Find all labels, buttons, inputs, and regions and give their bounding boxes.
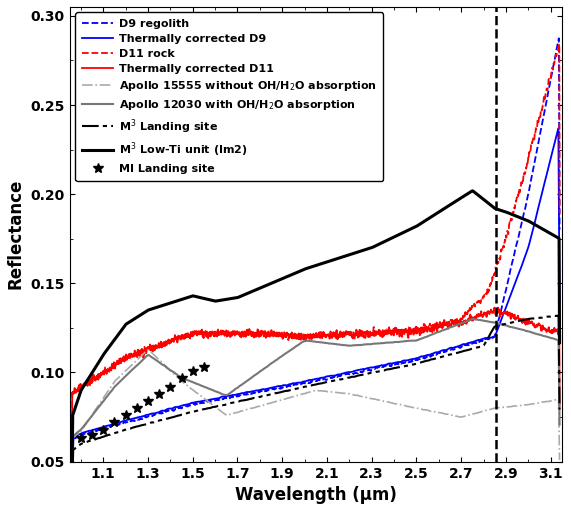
MI Landing site bbox=[134, 405, 140, 411]
Line: D11 rock: D11 rock bbox=[72, 44, 560, 446]
X-axis label: Wavelength (μm): Wavelength (μm) bbox=[235, 486, 397, 504]
MI Landing site bbox=[190, 367, 196, 374]
D9 regolith bbox=[305, 380, 312, 386]
D11 rock bbox=[452, 317, 459, 323]
D11 rock bbox=[556, 41, 563, 47]
D11 rock bbox=[556, 210, 563, 216]
Apollo 15555 without OH/H$_2$O absorption bbox=[556, 457, 563, 463]
D9 regolith bbox=[69, 493, 75, 499]
M$^3$ Landing site bbox=[94, 436, 100, 442]
Apollo 15555 without OH/H$_2$O absorption bbox=[145, 347, 152, 353]
Apollo 12030 with OH/H$_2$O absorption bbox=[542, 333, 549, 339]
MI Landing site bbox=[144, 398, 151, 404]
MI Landing site bbox=[111, 420, 118, 426]
Line: MI Landing site: MI Landing site bbox=[76, 362, 209, 444]
Apollo 12030 with OH/H$_2$O absorption bbox=[556, 422, 563, 428]
M$^3$ Landing site bbox=[69, 498, 75, 504]
D11 rock bbox=[69, 443, 75, 449]
D11 rock bbox=[305, 332, 312, 338]
M$^3$ Landing site bbox=[305, 383, 312, 389]
Thermally corrected D9 bbox=[305, 377, 312, 383]
Line: D9 regolith: D9 regolith bbox=[72, 38, 560, 496]
M$^3$ Low-Ti unit (Im2) bbox=[469, 188, 476, 194]
Thermally corrected D11 bbox=[305, 335, 312, 341]
M$^3$ Low-Ti unit (Im2) bbox=[293, 270, 300, 276]
Apollo 15555 without OH/H$_2$O absorption bbox=[293, 392, 300, 399]
Line: Apollo 12030 with OH/H$_2$O absorption: Apollo 12030 with OH/H$_2$O absorption bbox=[72, 319, 560, 494]
D11 rock bbox=[542, 95, 549, 101]
MI Landing site bbox=[122, 412, 129, 419]
M$^3$ Landing site bbox=[556, 406, 563, 412]
Line: M$^3$ Landing site: M$^3$ Landing site bbox=[72, 315, 560, 501]
Thermally corrected D11 bbox=[452, 322, 459, 328]
D9 regolith bbox=[542, 105, 549, 111]
Apollo 15555 without OH/H$_2$O absorption bbox=[69, 492, 75, 498]
Thermally corrected D11 bbox=[94, 374, 100, 380]
Apollo 12030 with OH/H$_2$O absorption bbox=[293, 343, 300, 350]
D9 regolith bbox=[452, 345, 459, 351]
M$^3$ Low-Ti unit (Im2) bbox=[542, 228, 549, 234]
M$^3$ Landing site bbox=[542, 314, 549, 320]
Thermally corrected D11 bbox=[69, 442, 75, 448]
MI Landing site bbox=[156, 391, 163, 397]
M$^3$ Landing site bbox=[452, 350, 459, 356]
M$^3$ Low-Ti unit (Im2) bbox=[94, 362, 100, 368]
Thermally corrected D11 bbox=[556, 403, 563, 409]
Thermally corrected D9 bbox=[555, 125, 562, 131]
M$^3$ Low-Ti unit (Im2) bbox=[452, 198, 459, 204]
Line: M$^3$ Low-Ti unit (Im2): M$^3$ Low-Ti unit (Im2) bbox=[72, 191, 560, 483]
Apollo 15555 without OH/H$_2$O absorption bbox=[542, 399, 549, 405]
Apollo 12030 with OH/H$_2$O absorption bbox=[69, 491, 75, 497]
MI Landing site bbox=[167, 384, 174, 390]
Apollo 15555 without OH/H$_2$O absorption bbox=[453, 413, 460, 419]
Apollo 12030 with OH/H$_2$O absorption bbox=[542, 333, 549, 339]
Apollo 12030 with OH/H$_2$O absorption bbox=[94, 406, 100, 412]
Line: Apollo 15555 without OH/H$_2$O absorption: Apollo 15555 without OH/H$_2$O absorptio… bbox=[72, 350, 560, 495]
M$^3$ Landing site bbox=[555, 312, 562, 318]
MI Landing site bbox=[200, 364, 207, 370]
D9 regolith bbox=[556, 226, 563, 233]
M$^3$ Low-Ti unit (Im2) bbox=[69, 480, 75, 486]
Thermally corrected D9 bbox=[556, 300, 563, 306]
Legend: D9 regolith, Thermally corrected D9, D11 rock, Thermally corrected D11, Apollo 1: D9 regolith, Thermally corrected D9, D11… bbox=[75, 12, 383, 181]
Thermally corrected D9 bbox=[542, 176, 549, 182]
Apollo 15555 without OH/H$_2$O absorption bbox=[542, 399, 549, 405]
Line: Thermally corrected D9: Thermally corrected D9 bbox=[72, 128, 560, 494]
Apollo 15555 without OH/H$_2$O absorption bbox=[94, 405, 100, 411]
Thermally corrected D9 bbox=[452, 344, 459, 350]
Apollo 12030 with OH/H$_2$O absorption bbox=[452, 322, 459, 328]
D9 regolith bbox=[556, 35, 562, 41]
Thermally corrected D11 bbox=[542, 327, 549, 333]
Apollo 12030 with OH/H$_2$O absorption bbox=[470, 316, 477, 322]
MI Landing site bbox=[78, 435, 85, 442]
Thermally corrected D9 bbox=[542, 177, 549, 183]
Thermally corrected D9 bbox=[293, 380, 300, 386]
D9 regolith bbox=[542, 104, 549, 110]
D9 regolith bbox=[94, 428, 100, 434]
MI Landing site bbox=[100, 427, 107, 433]
Thermally corrected D11 bbox=[494, 305, 501, 311]
M$^3$ Landing site bbox=[542, 314, 549, 320]
MI Landing site bbox=[89, 432, 95, 438]
Thermally corrected D11 bbox=[542, 327, 549, 333]
M$^3$ Low-Ti unit (Im2) bbox=[556, 340, 563, 346]
Thermally corrected D11 bbox=[293, 333, 300, 339]
MI Landing site bbox=[178, 375, 185, 381]
Y-axis label: Reflectance: Reflectance bbox=[7, 179, 25, 289]
D11 rock bbox=[94, 374, 100, 380]
Line: Thermally corrected D11: Thermally corrected D11 bbox=[72, 308, 560, 445]
M$^3$ Landing site bbox=[293, 386, 300, 392]
D9 regolith bbox=[293, 381, 300, 387]
D11 rock bbox=[293, 334, 300, 340]
Thermally corrected D9 bbox=[69, 491, 75, 497]
Apollo 12030 with OH/H$_2$O absorption bbox=[305, 338, 312, 344]
D11 rock bbox=[542, 91, 549, 98]
Thermally corrected D9 bbox=[94, 426, 100, 432]
Apollo 15555 without OH/H$_2$O absorption bbox=[306, 389, 313, 395]
M$^3$ Low-Ti unit (Im2) bbox=[305, 265, 312, 271]
M$^3$ Low-Ti unit (Im2) bbox=[542, 227, 549, 234]
